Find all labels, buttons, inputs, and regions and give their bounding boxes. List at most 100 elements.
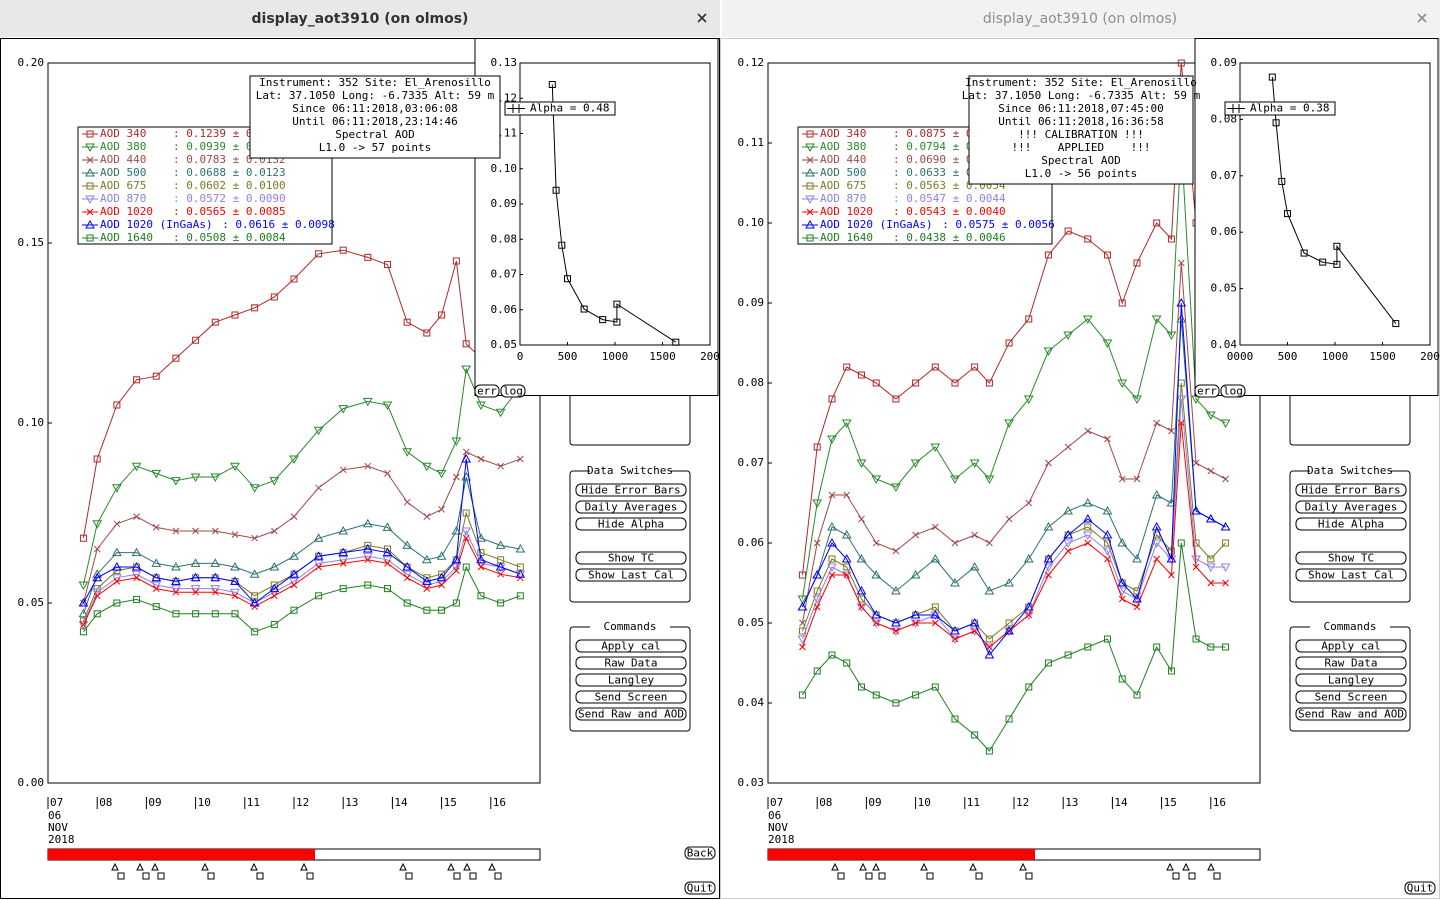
- button-label[interactable]: Send Screen: [1315, 691, 1388, 704]
- button-label[interactable]: log: [503, 385, 523, 398]
- button[interactable]: [1295, 500, 1407, 514]
- button[interactable]: [1295, 656, 1407, 670]
- button-label[interactable]: log: [1223, 385, 1243, 398]
- close-icon[interactable]: [1417, 13, 1427, 23]
- button[interactable]: [474, 384, 500, 398]
- button[interactable]: [575, 673, 687, 687]
- button-label[interactable]: Apply cal: [601, 640, 661, 653]
- button[interactable]: [1295, 483, 1407, 497]
- button[interactable]: [1295, 568, 1407, 582]
- marker: [891, 585, 901, 595]
- button-label[interactable]: Langley: [1328, 674, 1375, 687]
- marker: [1151, 315, 1162, 325]
- button[interactable]: [684, 881, 716, 895]
- button-label[interactable]: Send Raw and AOD: [578, 708, 684, 721]
- button-label[interactable]: Hide Error Bars: [581, 484, 680, 497]
- button-label[interactable]: Show Last Cal: [588, 569, 674, 582]
- button[interactable]: [1295, 707, 1407, 721]
- marker: [797, 595, 808, 605]
- marker: [1005, 339, 1013, 347]
- legend-name: AOD 1020 (InGaAs): [820, 218, 933, 231]
- marker: [362, 397, 373, 407]
- button-label[interactable]: Hide Alpha: [1318, 518, 1384, 531]
- button[interactable]: [1295, 690, 1407, 704]
- button-label[interactable]: Quit: [687, 882, 714, 895]
- marker: [190, 473, 201, 483]
- marker: [210, 585, 221, 594]
- button-label[interactable]: Apply cal: [1321, 640, 1381, 653]
- legend-name: AOD 1020: [100, 205, 153, 218]
- button-label[interactable]: Hide Alpha: [598, 518, 664, 531]
- button[interactable]: [1194, 384, 1220, 398]
- button-label[interactable]: Hide Error Bars: [1301, 484, 1400, 497]
- date-label: 2018: [768, 833, 795, 846]
- marker: [382, 401, 393, 411]
- button[interactable]: [1295, 639, 1407, 653]
- button[interactable]: [1295, 551, 1407, 565]
- marker: [1117, 587, 1128, 597]
- button[interactable]: [575, 690, 687, 704]
- button-label[interactable]: Back: [687, 847, 714, 860]
- marker: [857, 683, 865, 691]
- button-label[interactable]: Show Last Cal: [1308, 569, 1394, 582]
- inset-point: [548, 81, 556, 89]
- button-label[interactable]: Send Screen: [595, 691, 668, 704]
- marker: [315, 250, 323, 258]
- button-label[interactable]: err: [477, 385, 497, 398]
- marker: [477, 563, 485, 571]
- button[interactable]: [1404, 881, 1436, 895]
- marker: [1132, 395, 1142, 405]
- marker: [80, 621, 87, 628]
- timeline-marker: [920, 862, 928, 871]
- marker: [383, 261, 391, 269]
- legend-name: AOD 675: [820, 179, 866, 192]
- button[interactable]: [575, 517, 687, 531]
- marker: [1205, 513, 1216, 523]
- marker: [1084, 235, 1092, 243]
- button-label[interactable]: Quit: [1407, 882, 1434, 895]
- button-label[interactable]: Show TC: [1328, 552, 1374, 565]
- marker: [872, 539, 880, 547]
- button-label[interactable]: Langley: [608, 674, 655, 687]
- marker: [1205, 563, 1216, 573]
- button[interactable]: [575, 639, 687, 653]
- marker: [93, 455, 101, 463]
- marker: [892, 395, 900, 403]
- marker: [131, 462, 142, 472]
- button-label[interactable]: Daily Averages: [585, 501, 678, 514]
- timeline-marker: [142, 872, 150, 880]
- button[interactable]: [1220, 384, 1246, 398]
- marker: [1222, 539, 1230, 547]
- marker: [251, 534, 258, 542]
- button-label[interactable]: Show TC: [608, 552, 654, 565]
- button[interactable]: [684, 846, 716, 860]
- y-tick-label: 0.15: [18, 236, 45, 249]
- marker: [421, 462, 432, 472]
- button-label[interactable]: Raw Data: [605, 657, 658, 670]
- marker: [112, 561, 122, 571]
- x-tick-label: 12: [296, 796, 309, 809]
- button[interactable]: [575, 707, 687, 721]
- marker: [151, 572, 162, 582]
- marker: [1207, 579, 1215, 587]
- marker: [79, 534, 87, 542]
- button[interactable]: [575, 551, 687, 565]
- button-label[interactable]: Raw Data: [1325, 657, 1378, 670]
- button[interactable]: [1295, 517, 1407, 531]
- x-tick-label: 1000: [1322, 350, 1349, 363]
- inset-window: [474, 38, 719, 396]
- button[interactable]: [500, 384, 526, 398]
- button[interactable]: [575, 500, 687, 514]
- button[interactable]: [575, 483, 687, 497]
- button-label[interactable]: Send Raw and AOD: [1298, 708, 1404, 721]
- close-icon[interactable]: [697, 13, 707, 23]
- button[interactable]: [575, 568, 687, 582]
- button-label[interactable]: err: [1197, 385, 1217, 398]
- inset-point: [1284, 210, 1291, 218]
- button[interactable]: [575, 656, 687, 670]
- legend-stat: : 0.0794 ± 0.0: [893, 140, 986, 153]
- y-tick-label: 0.10: [18, 416, 45, 429]
- button-label[interactable]: Daily Averages: [1305, 501, 1398, 514]
- button[interactable]: [1295, 673, 1407, 687]
- legend-name: AOD 870: [100, 192, 146, 205]
